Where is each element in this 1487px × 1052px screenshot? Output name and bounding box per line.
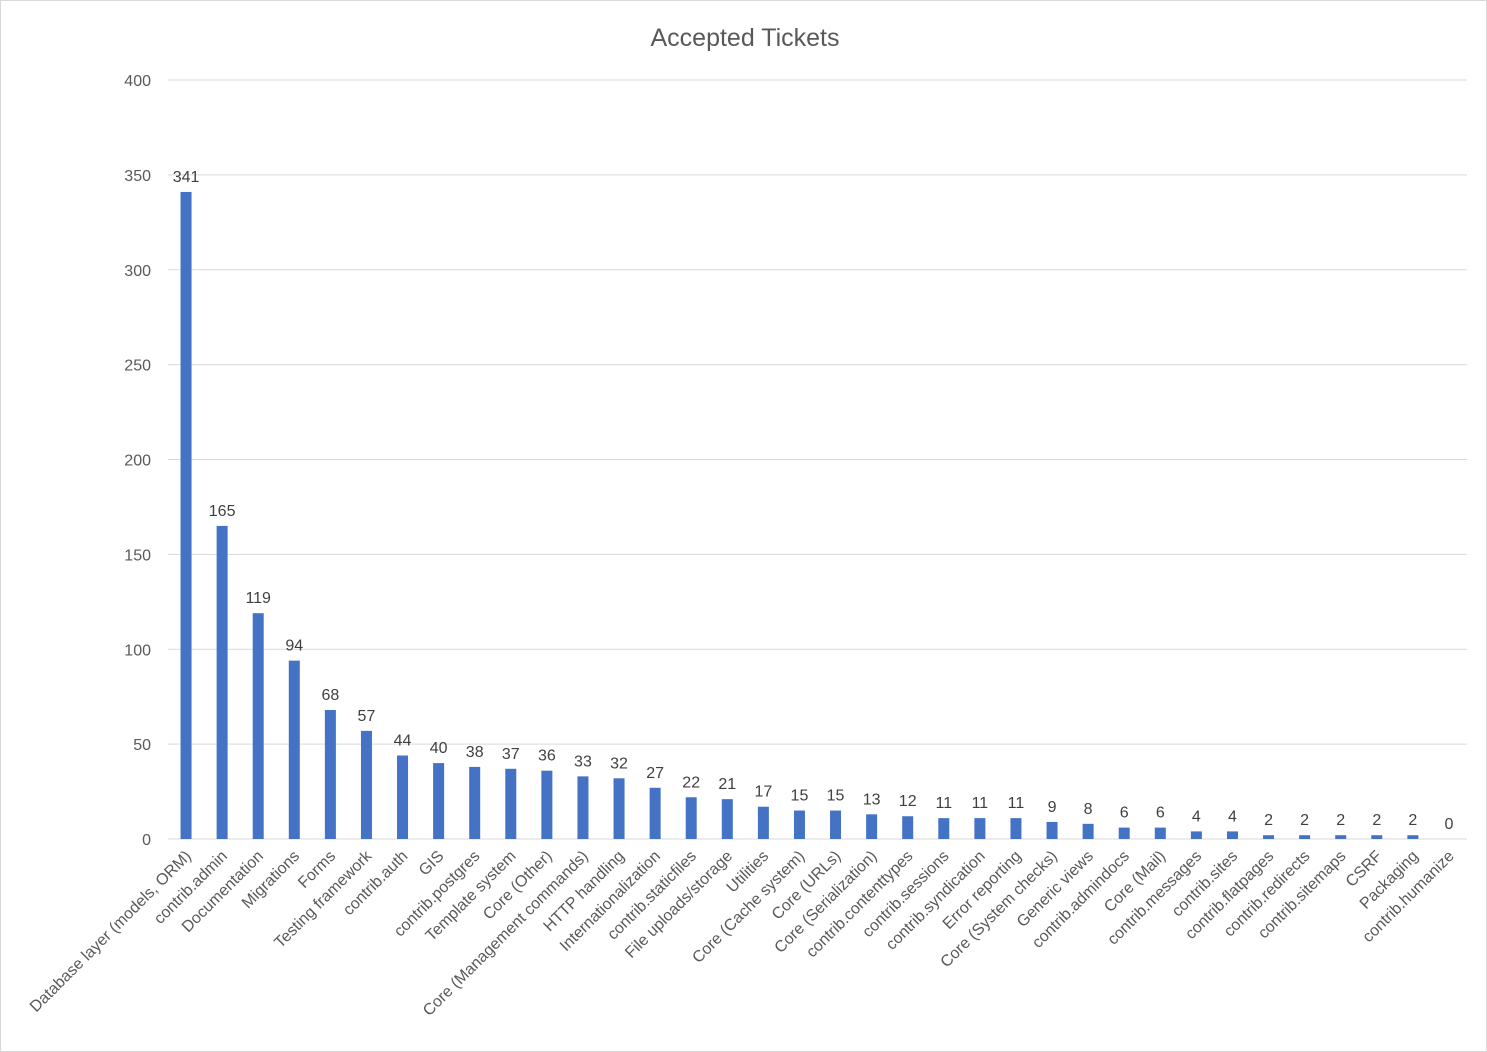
data-label: 33 — [574, 753, 592, 770]
data-label: 68 — [321, 687, 339, 704]
bar — [1263, 835, 1275, 839]
bar — [1335, 835, 1347, 839]
data-label: 0 — [1445, 816, 1454, 833]
bar — [324, 709, 336, 839]
bar — [180, 191, 192, 839]
y-tick-label: 200 — [124, 453, 151, 470]
y-tick-label: 100 — [124, 642, 151, 659]
bar — [252, 613, 264, 839]
data-label: 15 — [791, 788, 809, 805]
bar — [757, 806, 769, 839]
bar — [1010, 818, 1022, 839]
data-label: 4 — [1228, 808, 1237, 825]
bar — [433, 763, 445, 839]
bar — [216, 525, 228, 839]
bar — [288, 660, 300, 839]
bar — [1407, 835, 1419, 839]
data-label: 57 — [358, 708, 376, 725]
data-label: 37 — [502, 746, 520, 763]
y-tick-label: 400 — [124, 73, 151, 90]
bar — [397, 755, 409, 839]
y-tick-label: 0 — [142, 832, 151, 849]
y-axis-ticks: 0 50 100 150 200 250 300 350 400 — [124, 73, 151, 849]
data-label: 4 — [1192, 808, 1201, 825]
data-label: 44 — [394, 733, 412, 750]
bar — [541, 770, 553, 839]
data-label: 38 — [466, 744, 484, 761]
bar — [1299, 835, 1311, 839]
data-label: 22 — [682, 774, 700, 791]
data-label: 21 — [718, 776, 736, 793]
bar — [1226, 831, 1238, 839]
data-label: 8 — [1084, 801, 1093, 818]
bar — [830, 810, 842, 839]
y-tick-label: 150 — [124, 547, 151, 564]
data-label: 2 — [1408, 812, 1417, 829]
data-label: 17 — [754, 784, 772, 801]
data-label: 40 — [430, 740, 448, 757]
bar — [1371, 835, 1383, 839]
data-label: 11 — [972, 795, 989, 812]
data-label: 2 — [1372, 812, 1381, 829]
bar — [1046, 821, 1058, 839]
data-label: 9 — [1048, 799, 1057, 816]
bar — [685, 797, 697, 839]
bar — [360, 730, 372, 839]
data-label: 11 — [1008, 795, 1025, 812]
bar — [577, 776, 589, 839]
data-label: 13 — [863, 791, 881, 808]
data-label: 2 — [1336, 812, 1345, 829]
bar — [1190, 831, 1202, 839]
data-label: 165 — [209, 503, 236, 520]
y-tick-label: 300 — [124, 263, 151, 280]
bar — [1118, 827, 1130, 839]
bar — [866, 814, 878, 839]
bar — [469, 766, 481, 839]
bar — [974, 818, 986, 839]
x-tick-label: Database layer (models, ORM) — [27, 848, 195, 1016]
gridlines — [168, 79, 1467, 840]
data-label: 27 — [646, 765, 664, 782]
data-label: 119 — [245, 590, 271, 607]
y-tick-label: 250 — [124, 358, 151, 375]
bar — [505, 768, 517, 839]
y-tick-label: 50 — [133, 737, 151, 754]
chart-title: Accepted Tickets — [651, 24, 840, 52]
bar — [613, 778, 625, 839]
data-label: 6 — [1120, 805, 1129, 822]
data-label: 32 — [610, 755, 628, 772]
bar — [902, 816, 914, 839]
x-tick-label: GIS — [416, 848, 448, 880]
bars — [180, 191, 1419, 839]
y-tick-label: 350 — [124, 168, 151, 185]
data-label: 15 — [827, 788, 845, 805]
data-label: 12 — [899, 793, 917, 810]
bar — [1154, 827, 1166, 839]
data-label: 94 — [285, 638, 303, 655]
data-label: 36 — [538, 748, 556, 765]
data-label: 2 — [1300, 812, 1309, 829]
data-label: 341 — [173, 169, 200, 186]
bar — [938, 818, 950, 839]
bar — [649, 787, 661, 839]
x-axis-categories: Database layer (models, ORM)contrib.admi… — [27, 847, 1458, 1019]
data-label: 11 — [935, 795, 952, 812]
bar — [721, 799, 733, 839]
data-label: 2 — [1264, 812, 1273, 829]
bar — [1082, 823, 1094, 839]
bar — [793, 810, 805, 839]
data-label: 6 — [1156, 805, 1165, 822]
